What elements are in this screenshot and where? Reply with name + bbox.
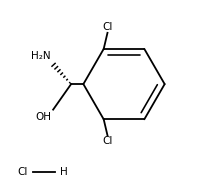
Text: H₂N: H₂N (31, 51, 50, 61)
Text: H: H (60, 167, 67, 177)
Text: Cl: Cl (102, 22, 113, 32)
Text: Cl: Cl (18, 167, 28, 177)
Text: OH: OH (35, 112, 51, 122)
Text: Cl: Cl (102, 136, 113, 146)
